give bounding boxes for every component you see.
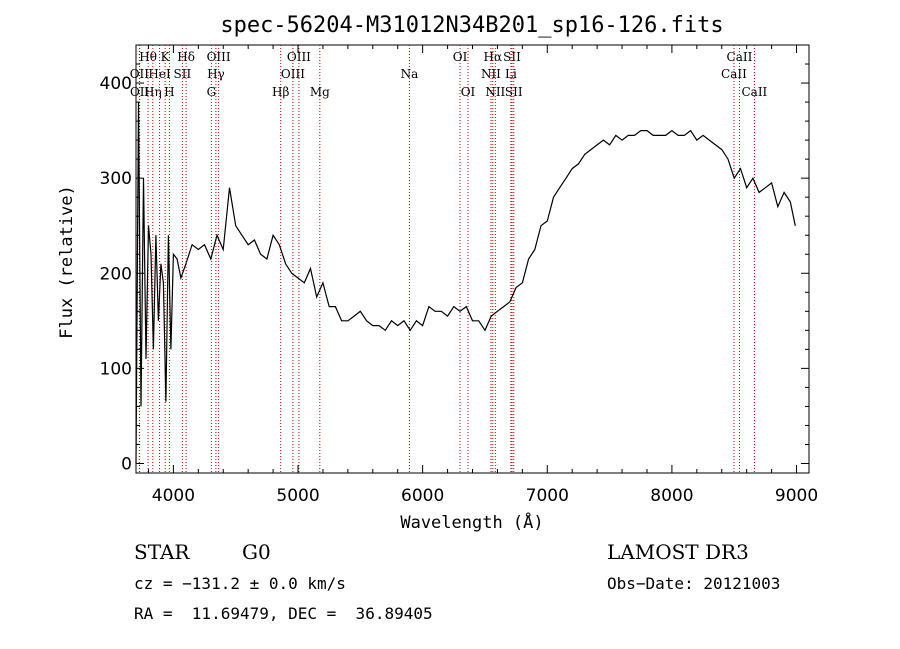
line-marker-label: NII bbox=[481, 67, 501, 81]
line-marker-label: Li bbox=[505, 67, 517, 81]
line-marker-label: NII bbox=[485, 85, 505, 99]
line-marker-label: Na bbox=[401, 67, 419, 81]
line-marker-label: OI bbox=[461, 85, 476, 99]
line-marker-label: G bbox=[207, 85, 217, 99]
x-tick-label: 8000 bbox=[650, 486, 693, 506]
x-axis: 4000 5000 6000 7000 8000 9000 bbox=[147, 45, 818, 506]
redshift-text: cz = −131.2 ± 0.0 km/s bbox=[134, 574, 346, 593]
line-marker-label: SII bbox=[503, 50, 521, 64]
line-marker-label: K bbox=[161, 50, 171, 64]
x-axis-label: Wavelength (Å) bbox=[400, 511, 543, 533]
flux-series bbox=[135, 102, 796, 464]
line-marker-label: CaII bbox=[741, 85, 767, 99]
x-tick-label: 6000 bbox=[401, 486, 444, 506]
line-marker-label: Hβ bbox=[272, 85, 289, 99]
x-tick-label: 5000 bbox=[276, 486, 319, 506]
y-tick-label: 400 bbox=[100, 74, 132, 94]
subclass: G0 bbox=[242, 540, 271, 564]
line-marker-label: Hγ bbox=[207, 67, 225, 81]
line-marker-label: Hθ bbox=[139, 50, 157, 64]
y-tick-label: 200 bbox=[100, 264, 132, 284]
line-marker-label: CaII bbox=[727, 50, 753, 64]
x-tick-label: 7000 bbox=[526, 486, 569, 506]
x-tick-label: 9000 bbox=[775, 486, 818, 506]
line-marker-label: OIII bbox=[287, 50, 311, 64]
survey-name: LAMOST DR3 bbox=[607, 540, 749, 564]
y-tick-label: 0 bbox=[121, 454, 132, 474]
line-marker-label: Mg bbox=[310, 85, 330, 99]
y-tick-label: 300 bbox=[100, 169, 132, 189]
plot-frame bbox=[135, 44, 810, 474]
line-marker-label: CaII bbox=[721, 67, 747, 81]
line-marker-label: H bbox=[164, 85, 174, 99]
object-class: STAR bbox=[134, 540, 190, 564]
line-marker-label: OIII bbox=[207, 50, 231, 64]
line-marker-label: Hδ bbox=[177, 50, 195, 64]
line-marker-label: OII bbox=[130, 85, 150, 99]
y-tick-label: 100 bbox=[100, 359, 132, 379]
line-marker-label: OIII bbox=[281, 67, 305, 81]
series-line bbox=[135, 102, 796, 464]
line-marker-label: HeI bbox=[148, 67, 171, 81]
y-axis: 0 100 200 300 400 bbox=[100, 63, 809, 474]
line-marker-label: OII bbox=[130, 67, 150, 81]
line-marker-label: Hα bbox=[484, 50, 503, 64]
chart-title: spec-56204-M31012N34B201_sp16-126.fits bbox=[220, 13, 723, 38]
y-axis-label: Flux (relative) bbox=[57, 185, 77, 339]
line-marker-label: Hη bbox=[144, 85, 162, 99]
line-marker-label: SII bbox=[174, 67, 192, 81]
x-tick-label: 4000 bbox=[152, 486, 195, 506]
coords-text: RA = 11.69479, DEC = 36.89405 bbox=[134, 604, 433, 623]
line-marker-label: SII bbox=[505, 85, 523, 99]
line-marker-label: OI bbox=[453, 50, 468, 64]
obs-date-text: Obs−Date: 20121003 bbox=[607, 574, 781, 593]
